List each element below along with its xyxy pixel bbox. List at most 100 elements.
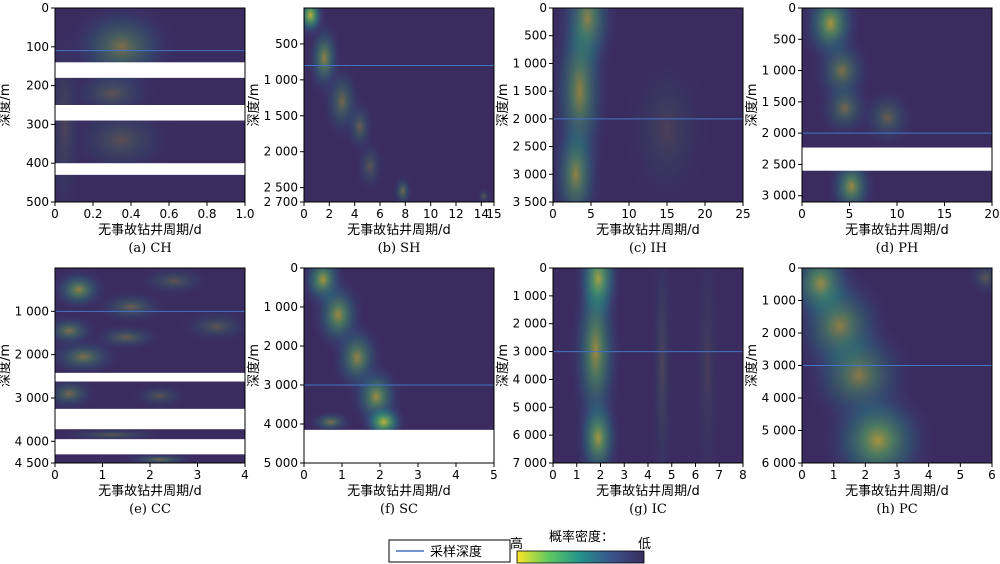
- y-tick-label-e-0: 1 000: [15, 304, 49, 318]
- y-tick-label-b-1: 1 000: [264, 73, 298, 87]
- panel-f: 0 1 2 3 4 5 0 1 000 2 000 3 000 4 000 5 000 无事故钻井周期/…: [246, 261, 498, 517]
- y-axis-label-d: 深度/m: [744, 83, 760, 126]
- y-tick-label-g-3: 3 000: [513, 345, 547, 359]
- y-tick-label-c-4: 2 000: [513, 112, 547, 126]
- y-axis-label-h: 深度/m: [744, 344, 760, 387]
- density-blob-d-3: [859, 86, 916, 149]
- density-blob-c-3: [621, 41, 713, 202]
- y-tick-label-g-4: 4 000: [513, 372, 547, 386]
- x-tick-label-b-1: 2: [326, 207, 334, 221]
- y-tick-label-c-6: 3 000: [513, 167, 547, 181]
- axes-frame-f: [303, 267, 495, 464]
- y-tick-label-a-4: 400: [26, 156, 49, 170]
- y-tick-label-h-4: 4 000: [762, 391, 796, 405]
- y-tick-label-e-3: 4 000: [15, 434, 49, 448]
- density-blob-e-0: [55, 268, 108, 312]
- x-tick-label-h-6: 6: [988, 468, 996, 482]
- density-blob-g-2: [574, 387, 622, 463]
- x-tick-label-d-0: 0: [798, 207, 806, 221]
- x-tick-label-c-5: 25: [735, 207, 750, 221]
- y-tick-label-c-0: 0: [539, 1, 547, 15]
- panel-e: 0 1 2 3 4 1 000 2 000 3 000 4 000 4 500 无事故钻井周期/d 深…: [0, 267, 249, 517]
- x-tick-label-g-6: 6: [692, 468, 700, 482]
- axes-frame-b: [303, 7, 495, 203]
- y-tick-label-f-4: 4 000: [264, 417, 298, 431]
- x-tick-label-b-8: 15: [486, 207, 501, 221]
- density-blobs-d: [802, 8, 916, 202]
- y-tick-label-c-3: 1 500: [513, 84, 547, 98]
- panel-caption-h: (h) PC: [876, 502, 917, 517]
- x-tick-label-a-4: 0.8: [197, 207, 216, 221]
- y-tick-label-f-2: 2 000: [264, 339, 298, 353]
- panel-caption-e: (e) CC: [129, 502, 171, 517]
- density-blob-e-5: [55, 337, 122, 376]
- data-gap-e-2: [55, 439, 245, 455]
- x-tick-label-b-6: 12: [448, 207, 463, 221]
- x-tick-label-g-7: 7: [715, 468, 723, 482]
- panel-h: 0 1 2 3 4 5 6 0 1 000 2 000 3 000 4 000 5 000 6 000 无事…: [744, 261, 996, 517]
- x-tick-label-f-0: 0: [300, 468, 308, 482]
- y-tick-label-a-2: 200: [26, 79, 49, 93]
- x-tick-label-b-3: 6: [376, 207, 384, 221]
- x-tick-label-e-4: 4: [241, 468, 249, 482]
- x-tick-label-b-5: 10: [423, 207, 438, 221]
- y-axis-label-b: 深度/m: [246, 83, 262, 126]
- x-axis-label-h: 无事故钻井周期/d: [845, 484, 949, 499]
- legend-line-label: 采样深度: [430, 544, 482, 560]
- y-tick-label-h-0: 0: [788, 261, 796, 275]
- panel-a: 0 0.2 0.4 0.6 0.8 1.0 0 100 200 300 400 500 无事故钻井周期/…: [0, 1, 255, 256]
- x-tick-label-e-0: 0: [51, 468, 59, 482]
- x-tick-label-f-5: 5: [490, 468, 498, 482]
- x-tick-label-h-4: 4: [925, 468, 933, 482]
- x-axis-label-e: 无事故钻井周期/d: [98, 484, 202, 499]
- data-gap-e-0: [55, 372, 245, 382]
- legend-line-box: [388, 539, 511, 563]
- x-tick-label-g-8: 8: [739, 468, 747, 482]
- y-tick-label-e-4: 4 500: [15, 456, 49, 470]
- x-tick-label-a-2: 0.4: [121, 207, 140, 221]
- y-tick-label-h-3: 3 000: [762, 359, 796, 373]
- x-tick-label-e-1: 1: [99, 468, 107, 482]
- y-tick-label-h-5: 5 000: [762, 424, 796, 438]
- y-tick-label-f-1: 1 000: [264, 300, 298, 314]
- x-axis-label-c: 无事故钻井周期/d: [596, 223, 700, 238]
- x-tick-label-d-3: 15: [937, 207, 952, 221]
- x-tick-label-h-0: 0: [798, 468, 806, 482]
- x-tick-label-h-1: 1: [830, 468, 838, 482]
- x-tick-label-g-2: 2: [597, 468, 605, 482]
- density-blob-e-8: [131, 382, 188, 409]
- density-blobs-b: [304, 8, 492, 202]
- axes-frame-a: [54, 7, 246, 203]
- density-blob-e-10: [121, 453, 198, 463]
- y-tick-label-d-6: 3 000: [762, 189, 796, 203]
- panel-caption-d: (d) PH: [876, 241, 919, 256]
- y-tick-label-a-3: 300: [26, 117, 49, 131]
- y-tick-label-a-0: 0: [41, 1, 49, 15]
- y-axis-label-a: 深度/m: [0, 83, 13, 126]
- x-tick-label-f-4: 4: [452, 468, 460, 482]
- x-tick-label-d-1: 5: [846, 207, 854, 221]
- x-tick-label-f-2: 2: [376, 468, 384, 482]
- density-blob-g-3: [650, 268, 675, 463]
- y-tick-label-e-1: 2 000: [15, 348, 49, 362]
- y-tick-label-f-3: 3 000: [264, 378, 298, 392]
- y-tick-label-g-6: 6 000: [513, 428, 547, 442]
- panel-caption-g: (g) IC: [629, 502, 667, 517]
- y-tick-label-g-1: 1 000: [513, 289, 547, 303]
- colorbar-title: 概率密度：: [549, 529, 614, 545]
- x-tick-label-d-2: 10: [889, 207, 904, 221]
- data-gap-e-1: [55, 408, 245, 430]
- x-tick-label-g-4: 4: [644, 468, 652, 482]
- density-blob-e-7: [55, 376, 98, 411]
- x-axis-label-f: 无事故钻井周期/d: [347, 484, 451, 499]
- axes-frame-c: [552, 7, 744, 203]
- y-tick-label-d-5: 2 500: [762, 157, 796, 171]
- y-tick-label-c-7: 3 500: [513, 195, 547, 209]
- data-gap-f-0: [304, 429, 494, 463]
- x-tick-label-g-3: 3: [620, 468, 628, 482]
- y-tick-label-d-1: 500: [773, 32, 796, 46]
- x-tick-label-a-1: 0.2: [83, 207, 102, 221]
- density-blob-b-5: [392, 173, 413, 202]
- x-tick-label-g-1: 1: [573, 468, 581, 482]
- x-tick-label-b-2: 4: [351, 207, 359, 221]
